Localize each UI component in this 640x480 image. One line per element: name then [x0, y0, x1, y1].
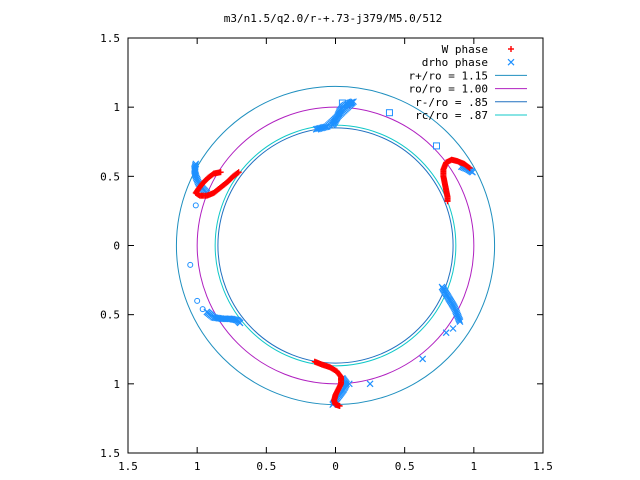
cross-marker — [456, 318, 464, 326]
cross-marker — [507, 58, 515, 66]
plus-marker — [336, 402, 343, 409]
cross-marker — [442, 329, 450, 337]
square-marker — [338, 99, 346, 107]
reference-circle — [196, 106, 475, 385]
x-tick-labels: 1.5 1 0.5 0 0.5 1 1.5 — [118, 460, 553, 473]
x-tick-label: 0 — [332, 460, 339, 473]
plus-marker — [508, 46, 514, 52]
square-marker — [432, 142, 440, 150]
circle-marker — [194, 297, 201, 304]
x-tick-label: 0.5 — [395, 460, 415, 473]
plus-marker — [235, 169, 242, 176]
y-tick-label: 0 — [113, 240, 120, 253]
legend-label: ro/ro = 1.00 — [409, 83, 488, 96]
x-tick-label: 1 — [471, 460, 478, 473]
y-tick-label: 0.5 — [100, 170, 120, 183]
cross-marker — [345, 380, 353, 388]
square-marker — [385, 109, 393, 117]
square-marker — [347, 99, 355, 107]
cross-marker — [236, 319, 244, 327]
circle-marker — [192, 202, 199, 209]
y-tick-label: 1.5 — [100, 447, 120, 460]
tick-marks — [127, 37, 544, 454]
cross-marker — [366, 380, 374, 388]
y-tick-label: 1 — [113, 101, 120, 114]
legend-label: r-/ro = .85 — [415, 96, 488, 109]
cross-marker — [314, 125, 321, 133]
circle-marker — [187, 261, 194, 268]
y-tick-label: 1 — [113, 378, 120, 391]
legend-label: rc/ro = .87 — [415, 109, 488, 122]
x-tick-label: 0.5 — [256, 460, 276, 473]
legend-label: drho phase — [422, 56, 488, 69]
reference-circle — [214, 124, 457, 367]
x-tick-label: 1.5 — [118, 460, 138, 473]
x-tick-label: 1 — [194, 460, 201, 473]
y-tick-label: 0.5 — [100, 309, 120, 322]
y-tick-label: 1.5 — [100, 32, 120, 45]
reference-circle — [217, 127, 454, 364]
legend-label: W phase — [442, 43, 488, 56]
cross-marker — [312, 125, 320, 133]
legend-label: r+/ro = 1.15 — [409, 69, 488, 82]
cross-marker — [469, 168, 476, 176]
chart-title: m3/n1.5/q2.0/r-+.73-j379/M5.0/512 — [224, 12, 443, 25]
reference-circle — [175, 85, 496, 406]
data-points — [187, 98, 476, 409]
cross-marker — [449, 325, 457, 332]
plus-marker — [234, 170, 241, 177]
y-tick-labels: 1.5 1 0.5 0 0.5 1 1.5 — [100, 32, 120, 460]
x-tick-label: 1.5 — [533, 460, 553, 473]
circle-marker — [199, 306, 206, 313]
reference-circles — [175, 85, 496, 406]
plus-marker — [444, 198, 451, 205]
cross-marker — [419, 355, 427, 363]
